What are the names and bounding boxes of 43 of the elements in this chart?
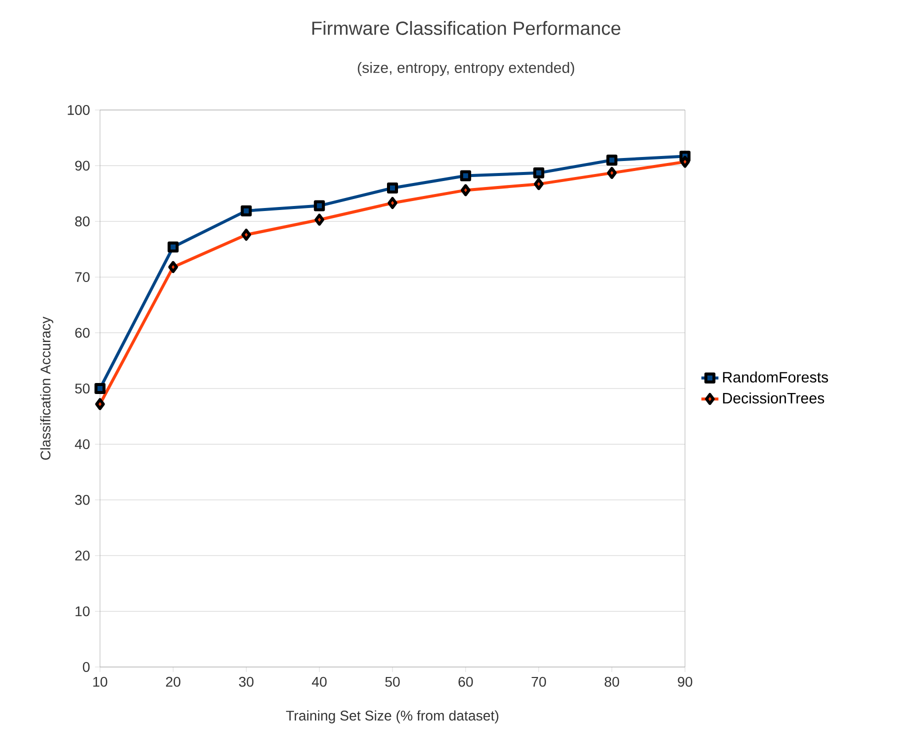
point (95, 398, 105, 410)
x-tick-label: 60 (458, 676, 473, 687)
x-tick-label: 30 (238, 676, 254, 687)
chart-title: Firmware Classification Performance (312, 21, 620, 35)
chart-subtitle: (size, entropy, entropy extended) (358, 62, 574, 76)
x-tick-label: 10 (93, 676, 108, 687)
y-tick-label: 40 (74, 439, 90, 450)
x-tick-label: 70 (532, 676, 546, 687)
y-tick-label: 50 (75, 384, 90, 394)
point (606, 154, 618, 166)
legend-label: RandomForests (723, 372, 828, 383)
point (168, 261, 178, 274)
y-tick-label: 90 (75, 160, 90, 171)
point (680, 156, 690, 168)
point (168, 242, 179, 253)
x-tick-label: 40 (312, 676, 327, 687)
point (387, 182, 398, 194)
y-tick-label: 60 (75, 328, 90, 338)
point (460, 184, 470, 196)
point (606, 166, 617, 179)
point (94, 382, 106, 394)
x-tick-label: 80 (604, 676, 620, 687)
y-tick-label: 30 (75, 494, 90, 505)
y-tick-label: 0 (82, 662, 90, 672)
point (388, 197, 398, 210)
point (241, 228, 252, 241)
x-tick-label: 90 (678, 676, 692, 687)
point (534, 178, 544, 190)
point (240, 205, 252, 216)
x-axis-title: Training Set Size (% from dataset) (286, 710, 498, 724)
point (533, 167, 544, 178)
point (314, 200, 325, 212)
y-tick-label: 10 (76, 606, 90, 616)
point (460, 170, 472, 182)
legend-label: DecissionTrees (723, 392, 824, 404)
y-tick-label: 20 (75, 550, 90, 561)
y-tick-label: 100 (68, 105, 90, 115)
x-tick-label: 20 (166, 676, 180, 687)
y-axis-title: Classification Accuracy (40, 316, 54, 460)
point (314, 214, 324, 226)
x-tick-label: 50 (385, 676, 400, 687)
y-tick-label: 70 (75, 272, 90, 282)
y-tick-label: 80 (75, 216, 90, 226)
